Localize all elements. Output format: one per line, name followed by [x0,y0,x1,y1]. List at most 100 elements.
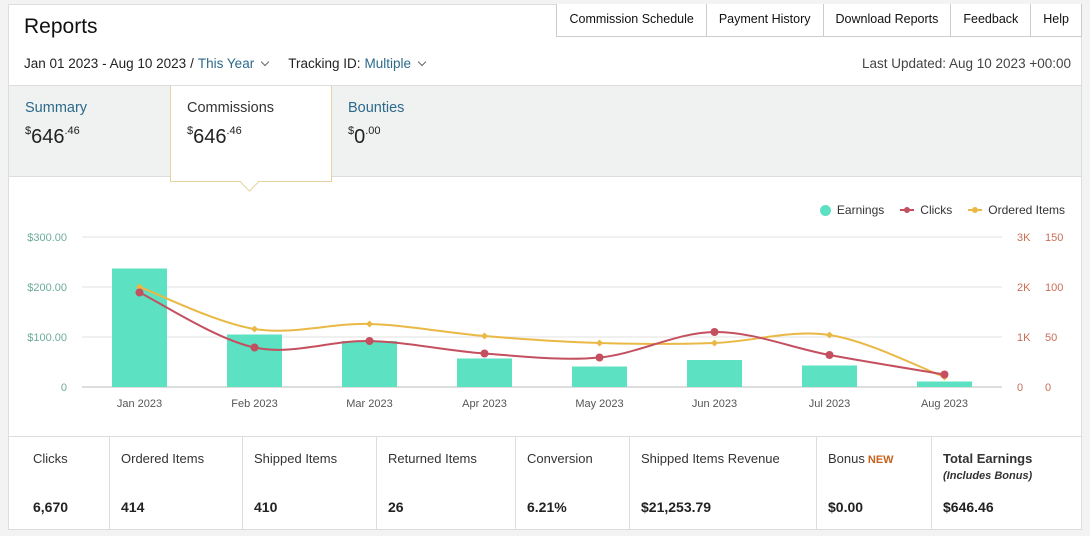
period-dropdown-label: This Year [197,56,255,71]
stats-row: Clicks 6,670 Ordered Items 414 Shipped I… [9,436,1081,529]
right-axis-tick: 2K [1017,282,1031,294]
ordered-items-point [251,325,258,333]
legend-ordered-items[interactable]: Ordered Items [968,203,1065,217]
stat-ordered-items-label: Ordered Items [121,451,205,466]
earnings-chart: Earnings Clicks Ordered Items 0 $100.00 $2… [9,177,1081,439]
tab-summary[interactable]: Summary $646.46 [9,86,169,178]
stat-shipped-items-revenue-label: Shipped Items Revenue [641,451,780,466]
clicks-point [825,351,834,359]
left-axis-tick: $100.00 [27,332,67,344]
stat-total-earnings-label: Total Earnings [943,451,1033,466]
chevron-down-icon [260,57,270,67]
tab-bounties-label: Bounties [348,100,405,116]
date-separator: / [190,56,194,71]
legend-clicks[interactable]: Clicks [900,203,952,217]
stat-shipped-items-revenue: Shipped Items Revenue $21,253.79 [629,437,816,529]
clicks-point [365,337,374,345]
clicks-point [595,353,604,362]
tab-bounties[interactable]: Bounties $0.00 [332,86,492,178]
ordered-items-point [481,332,488,340]
x-axis-tick: Jul 2023 [809,398,851,410]
right-axis-tick: 100 [1045,282,1063,294]
payment-history-button[interactable]: Payment History [705,4,823,36]
stat-total-earnings-value: $646.46 [943,499,994,515]
stat-ordered-items-value: 414 [121,499,145,515]
stat-shipped-items-label: Shipped Items [254,451,338,466]
tab-summary-value: $646.46 [25,125,80,148]
legend-earnings-swatch [819,204,831,216]
ordered-items-point [711,339,718,347]
left-axis-tick: 0 [61,382,67,394]
chart-legend: Earnings Clicks Ordered Items [804,203,1065,217]
clicks-point [480,349,489,358]
tracking-id-dropdown[interactable]: Multiple [364,56,427,71]
stat-bonus-label: Bonus NEW [828,451,894,466]
period-dropdown[interactable]: This Year [197,56,270,71]
stat-conversion-value: 6.21% [527,499,567,515]
chart-canvas: 0 $100.00 $200.00 $300.00 0 1K 2K 3K 0 50 100 150 Ja… [27,232,1063,410]
legend-earnings-label: Earnings [836,203,885,217]
tab-commissions[interactable]: Commissions $646.46 [170,86,332,182]
tab-summary-label: Summary [25,100,88,116]
page-title: Reports [24,15,98,38]
filter-bar: Jan 01 2023 - Aug 10 2023 / This Year Tr… [24,56,427,71]
x-axis-tick: Jun 2023 [692,398,737,410]
right-axis-tick: 3K [1017,232,1031,244]
stat-conversion-label: Conversion [527,451,593,466]
right-axis-tick: 0 [1017,382,1023,394]
stat-bonus: Bonus NEW $0.00 [816,437,931,529]
right-axis-tick: 1K [1017,332,1031,344]
right-axis-tick: 0 [1045,382,1051,394]
ordered-items-point [826,331,833,339]
legend-earnings[interactable]: Earnings [819,203,885,217]
x-axis-tick: May 2023 [575,398,623,410]
download-reports-button[interactable]: Download Reports [822,4,951,36]
help-button[interactable]: Help [1030,4,1081,36]
stat-total-earnings: Total Earnings (Includes Bonus) $646.46 [931,437,1081,529]
stat-bonus-value: $0.00 [828,499,864,515]
stat-conversion: Conversion 6.21% [515,437,629,529]
ordered-items-line [139,286,945,378]
x-axis-tick: Jan 2023 [117,398,162,410]
earnings-bar [687,360,742,387]
legend-ordered-items-swatch [968,207,983,213]
stat-returned-items-label: Returned Items [388,451,477,466]
stat-shipped-items-value: 410 [254,499,278,515]
feedback-button[interactable]: Feedback [950,4,1031,36]
commission-schedule-button[interactable]: Commission Schedule [557,4,706,36]
tracking-id-label: Tracking ID: [288,56,361,71]
x-axis-tick: Apr 2023 [462,398,507,410]
tracking-id-dropdown-label: Multiple [364,56,412,71]
earnings-bar [227,334,282,387]
x-axis-tick: Aug 2023 [921,398,968,410]
reports-panel: Reports Commission Schedule Payment Hist… [8,4,1082,530]
last-updated-text: Last Updated: Aug 10 2023 +00:00 [861,56,1071,71]
clicks-point [135,288,144,297]
right-axis-tick: 150 [1045,232,1063,244]
date-range-text: Jan 01 2023 - Aug 10 2023 [24,56,187,71]
earnings-bar [457,358,512,387]
earnings-bar [802,365,857,387]
stat-clicks: Clicks 6,670 [9,437,109,529]
left-axis-tick: $200.00 [27,282,67,294]
right-axis-tick: 50 [1045,332,1057,344]
x-axis-tick: Mar 2023 [346,398,392,410]
tab-commissions-label: Commissions [187,100,275,116]
stat-shipped-items-revenue-value: $21,253.79 [641,499,712,515]
left-axis-tick: $300.00 [27,232,67,244]
tab-commissions-value: $646.46 [187,125,242,148]
clicks-point [250,343,259,352]
ordered-items-point [596,339,603,347]
stat-total-earnings-sub: (Includes Bonus) [943,470,1033,482]
stat-returned-items: Returned Items 26 [376,437,515,529]
clicks-point [710,328,719,336]
stat-ordered-items: Ordered Items 414 [109,437,242,529]
top-nav: Commission Schedule Payment History Down… [556,4,1082,37]
earnings-bar [342,341,397,387]
x-axis-tick: Feb 2023 [231,398,277,410]
legend-clicks-label: Clicks [920,203,953,217]
tab-bounties-value: $0.00 [348,125,381,148]
chevron-down-icon [417,57,427,67]
stat-shipped-items: Shipped Items 410 [242,437,376,529]
ordered-items-point [136,283,143,291]
